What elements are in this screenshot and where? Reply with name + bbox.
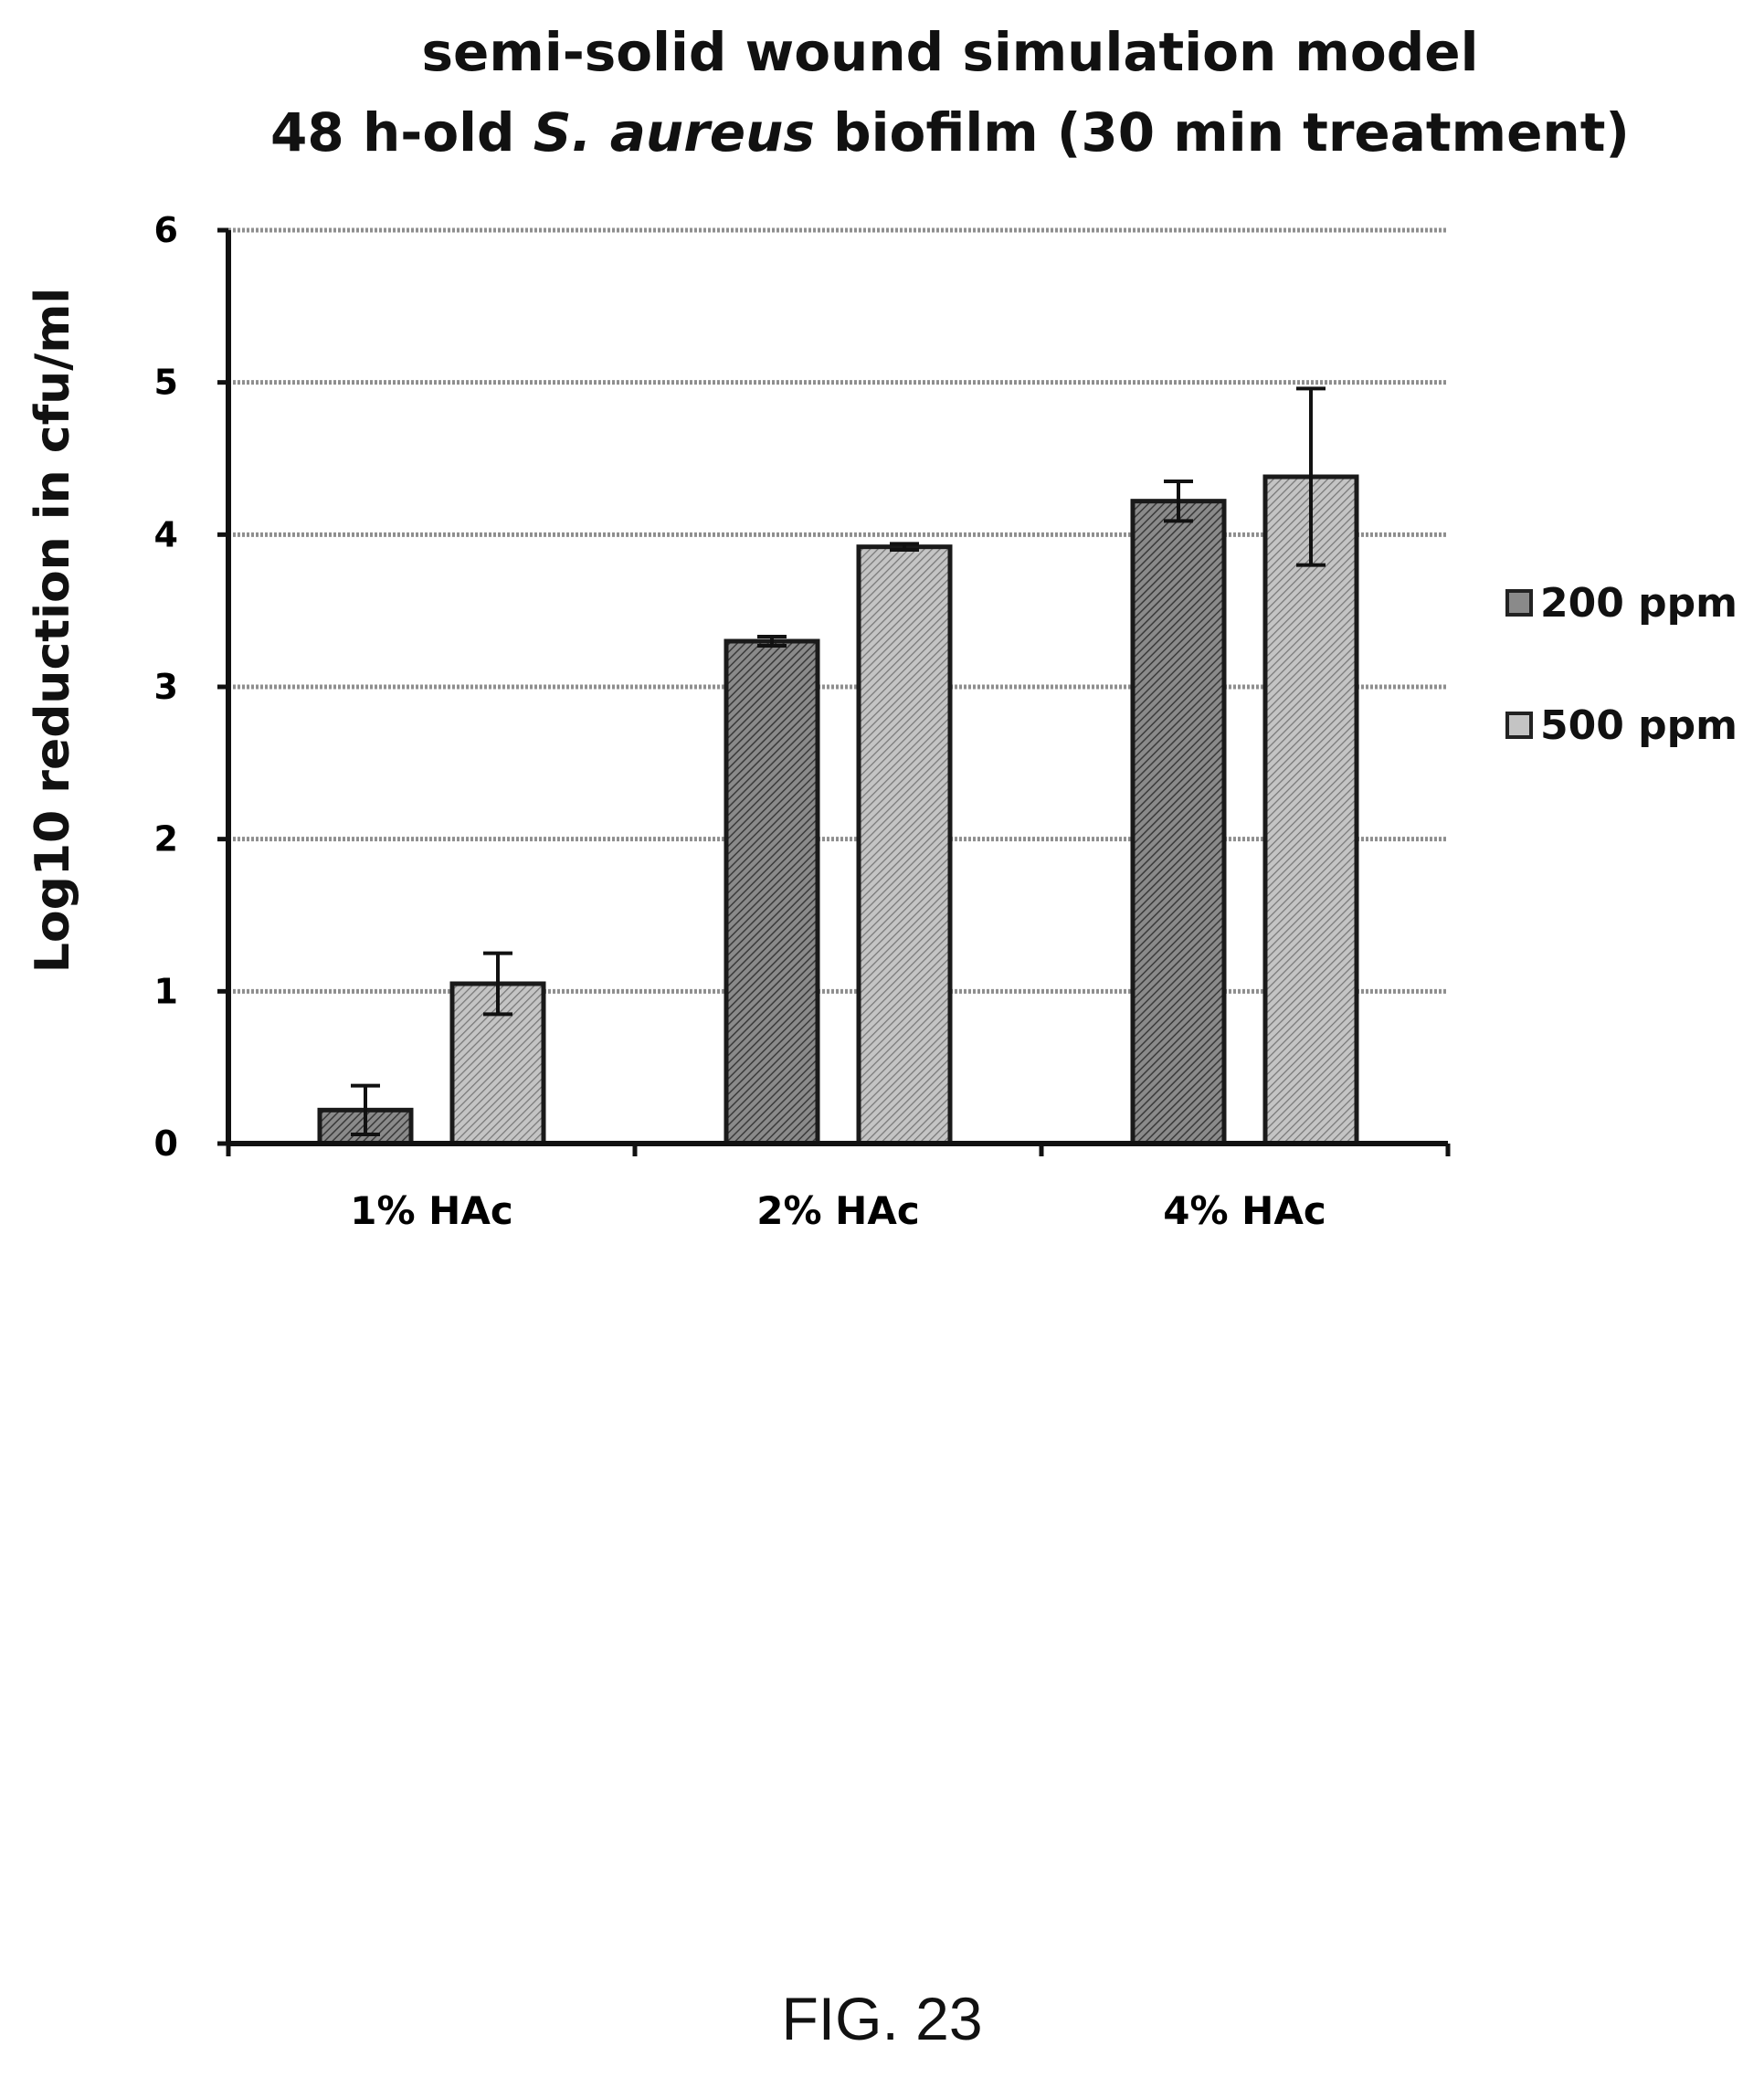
y-tick-label: 4 bbox=[154, 514, 178, 554]
gridlines bbox=[228, 227, 1448, 994]
legend: 200 ppm 500 ppm bbox=[1505, 575, 1738, 820]
bar bbox=[1262, 474, 1359, 1146]
x-tick-label: 1% HAc bbox=[350, 1188, 512, 1233]
y-tick-label: 6 bbox=[154, 210, 178, 250]
y-tick-label: 3 bbox=[154, 667, 178, 707]
chart-title-line-1: semi-solid wound simulation model bbox=[421, 21, 1479, 83]
x-tick-label: 2% HAc bbox=[756, 1188, 919, 1233]
bar bbox=[724, 638, 820, 1146]
legend-swatch-200ppm bbox=[1505, 589, 1533, 617]
axes: 0 1 2 3 4 5 6 1% HAc 2% HAc 4% HAc bbox=[154, 210, 1451, 1233]
legend-label-500ppm: 500 ppm bbox=[1540, 701, 1738, 749]
bars bbox=[317, 386, 1359, 1146]
legend-swatch-500ppm bbox=[1505, 712, 1533, 739]
legend-item-500ppm: 500 ppm bbox=[1505, 698, 1738, 753]
chart-title-line-2: 48 h-old S. aureus biofilm (30 min treat… bbox=[270, 101, 1630, 163]
x-tick-label: 4% HAc bbox=[1163, 1188, 1326, 1233]
y-tick-label: 5 bbox=[154, 363, 178, 403]
y-tick-label: 2 bbox=[154, 819, 178, 859]
y-tick-label: 1 bbox=[154, 971, 178, 1011]
bar bbox=[1130, 499, 1227, 1146]
legend-item-200ppm: 200 ppm bbox=[1505, 575, 1738, 630]
figure-label: FIG. 23 bbox=[781, 1985, 983, 2052]
bar bbox=[856, 544, 953, 1146]
legend-label-200ppm: 200 ppm bbox=[1540, 579, 1738, 627]
y-tick-label: 0 bbox=[154, 1123, 178, 1164]
